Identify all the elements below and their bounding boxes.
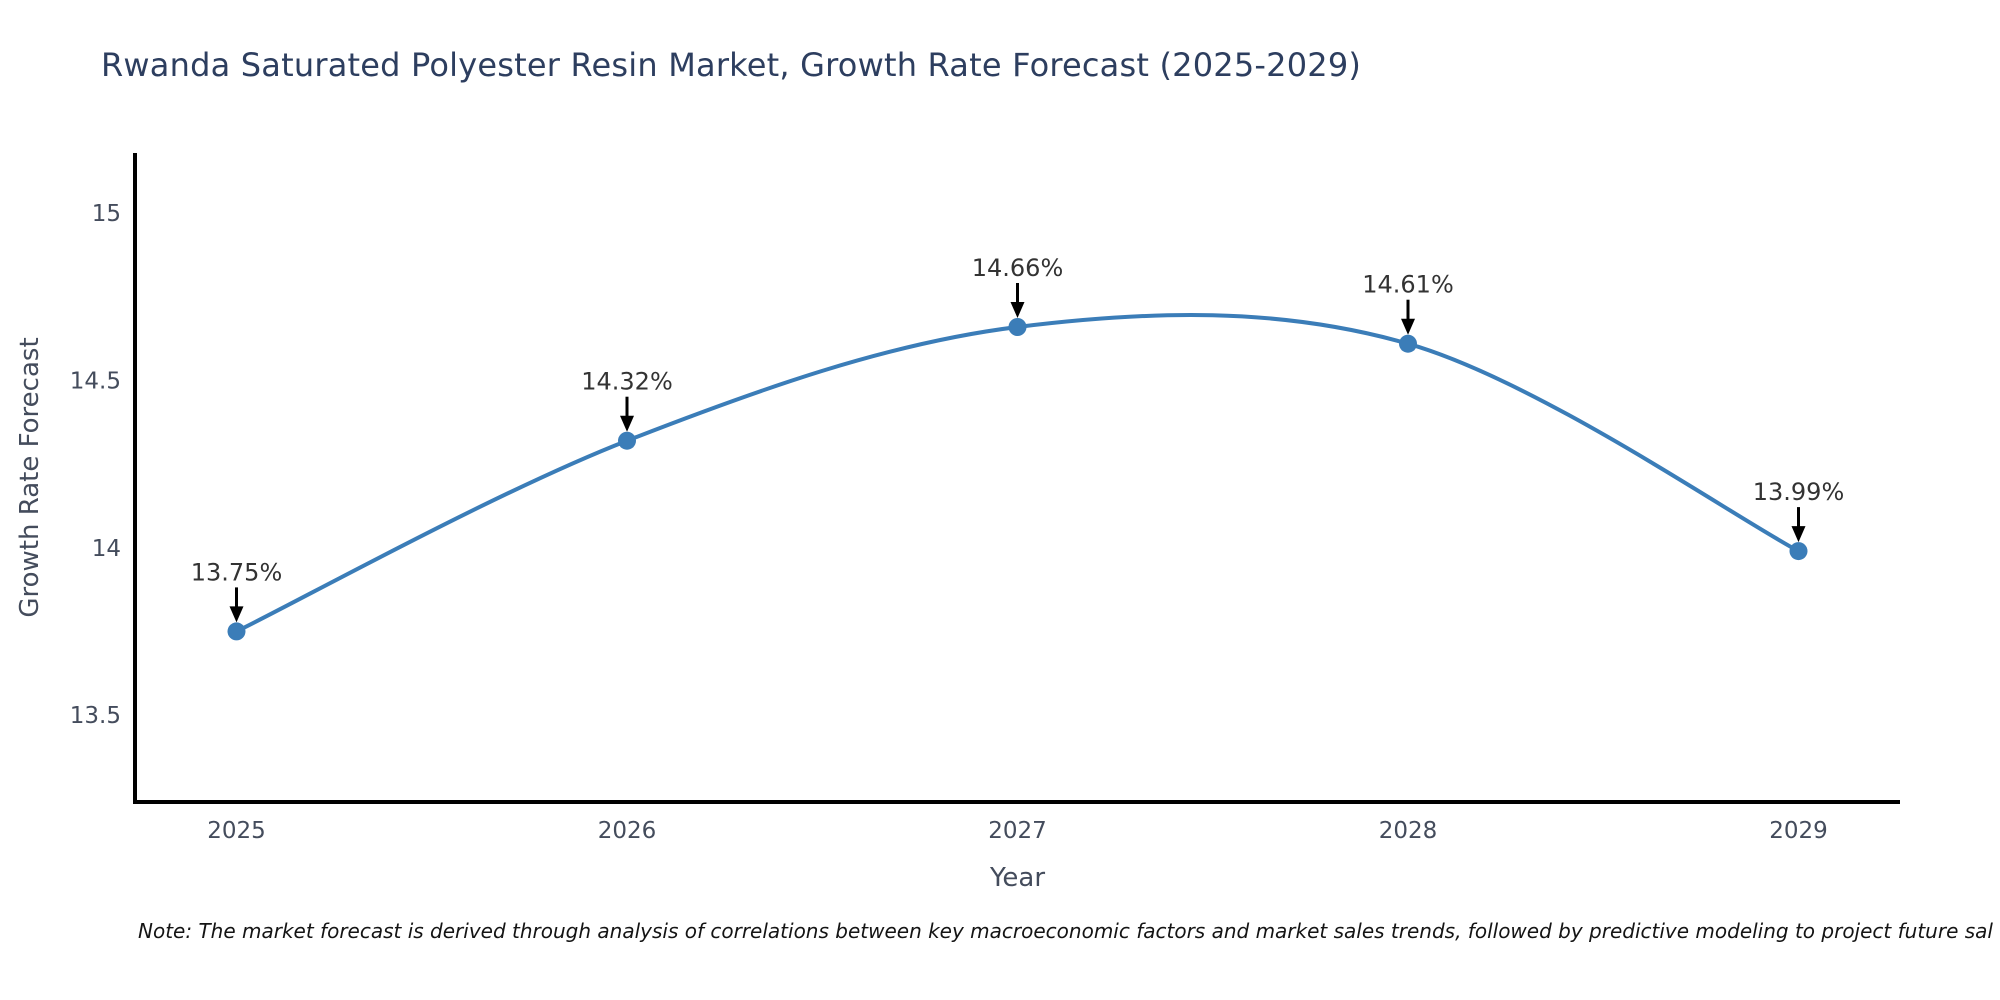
footnote: Note: The market forecast is derived thr… bbox=[138, 919, 1993, 943]
annotation-arrow-head bbox=[1401, 318, 1415, 335]
data-point-annotation: 14.66% bbox=[972, 254, 1064, 282]
x-tick-label: 2029 bbox=[1769, 818, 1828, 844]
data-point-marker bbox=[1399, 334, 1417, 353]
chart-title: Rwanda Saturated Polyester Resin Market,… bbox=[101, 46, 1362, 84]
y-tick-label: 14.5 bbox=[70, 369, 121, 395]
annotation-arrow-head bbox=[1791, 526, 1806, 543]
data-point-annotation: 14.61% bbox=[1362, 271, 1454, 299]
x-tick-label: 2026 bbox=[598, 818, 657, 844]
annotation-arrow-head bbox=[1010, 302, 1025, 318]
data-point-annotation: 14.32% bbox=[581, 368, 673, 396]
y-tick-label: 13.5 bbox=[70, 703, 121, 729]
x-tick-label: 2025 bbox=[207, 818, 266, 844]
x-axis-title: Year bbox=[989, 863, 1045, 893]
data-point-annotation: 13.75% bbox=[191, 558, 283, 586]
data-point-marker bbox=[618, 431, 636, 450]
forecast-line bbox=[234, 312, 1801, 634]
data-point-marker bbox=[1008, 318, 1027, 336]
y-axis-title: Growth Rate Forecast bbox=[15, 337, 45, 617]
annotation-arrow-head bbox=[229, 606, 244, 623]
x-tick-label: 2028 bbox=[1379, 818, 1438, 844]
data-point-marker bbox=[1789, 542, 1808, 561]
data-point-marker bbox=[227, 622, 246, 641]
y-tick-label: 15 bbox=[92, 201, 121, 227]
annotation-arrow-head bbox=[620, 415, 634, 432]
growth-rate-line-chart: 13.5 14 14.5 15 2025 2026 2027 2028 2029 Year Grow… bbox=[15, 153, 1900, 893]
x-tick-label: 2027 bbox=[988, 818, 1047, 844]
data-point-annotation: 13.99% bbox=[1753, 478, 1845, 506]
y-tick-label: 14 bbox=[92, 536, 121, 562]
